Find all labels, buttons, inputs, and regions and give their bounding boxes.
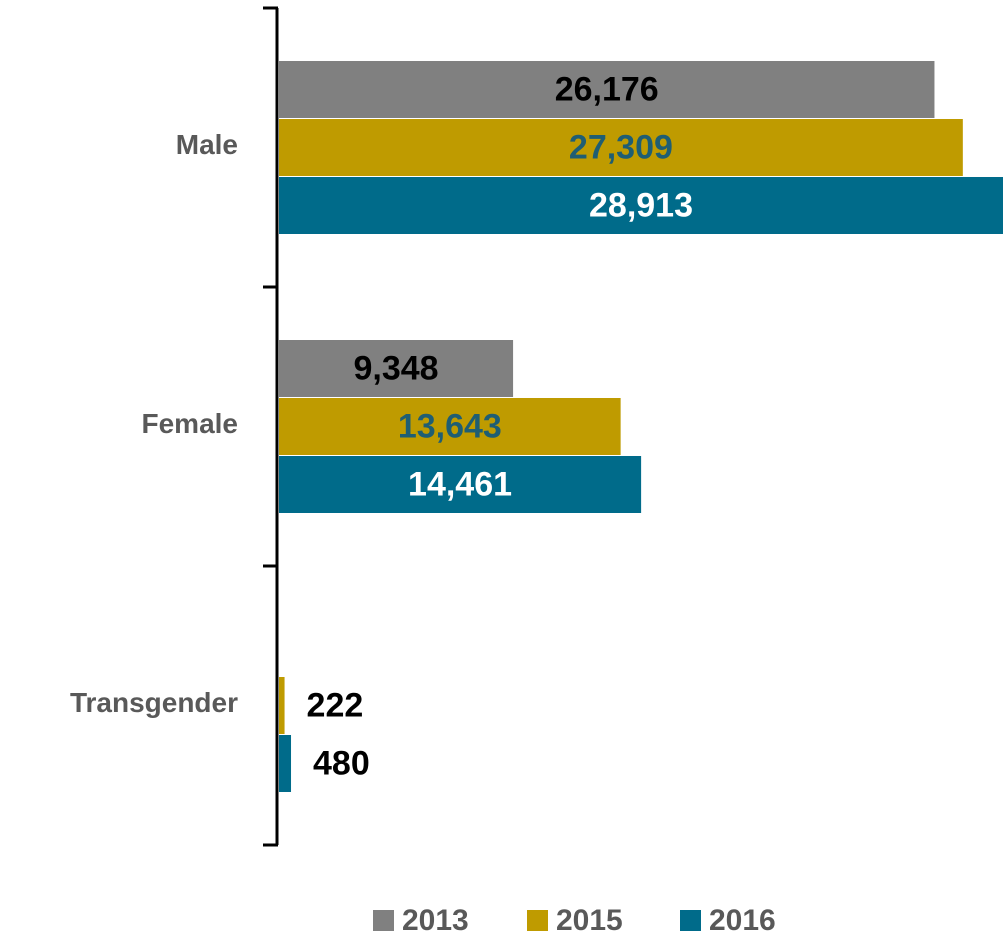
legend-swatch <box>373 910 394 931</box>
legend-label: 2016 <box>709 904 776 937</box>
value-label: 27,309 <box>569 128 673 166</box>
bar <box>279 119 963 176</box>
value-label: 28,913 <box>589 186 693 224</box>
category-label: Female <box>142 408 239 439</box>
legend-label: 2013 <box>402 904 469 937</box>
legend-label: 2015 <box>556 904 623 937</box>
value-label: 222 <box>307 686 364 724</box>
bar <box>279 340 514 397</box>
legend-swatch <box>680 910 701 931</box>
category-label: Male <box>176 129 238 160</box>
bar <box>279 456 642 513</box>
bar <box>279 61 935 118</box>
bar <box>279 177 1003 234</box>
bar <box>279 735 292 792</box>
category-label: Transgender <box>70 687 238 718</box>
value-label: 480 <box>313 744 370 782</box>
value-label: 9,348 <box>353 349 438 387</box>
value-label: 14,461 <box>408 465 512 503</box>
bar <box>279 677 285 734</box>
legend-swatch <box>527 910 548 931</box>
bar <box>279 398 621 455</box>
value-label: 26,176 <box>555 70 659 108</box>
value-label: 13,643 <box>398 407 502 445</box>
